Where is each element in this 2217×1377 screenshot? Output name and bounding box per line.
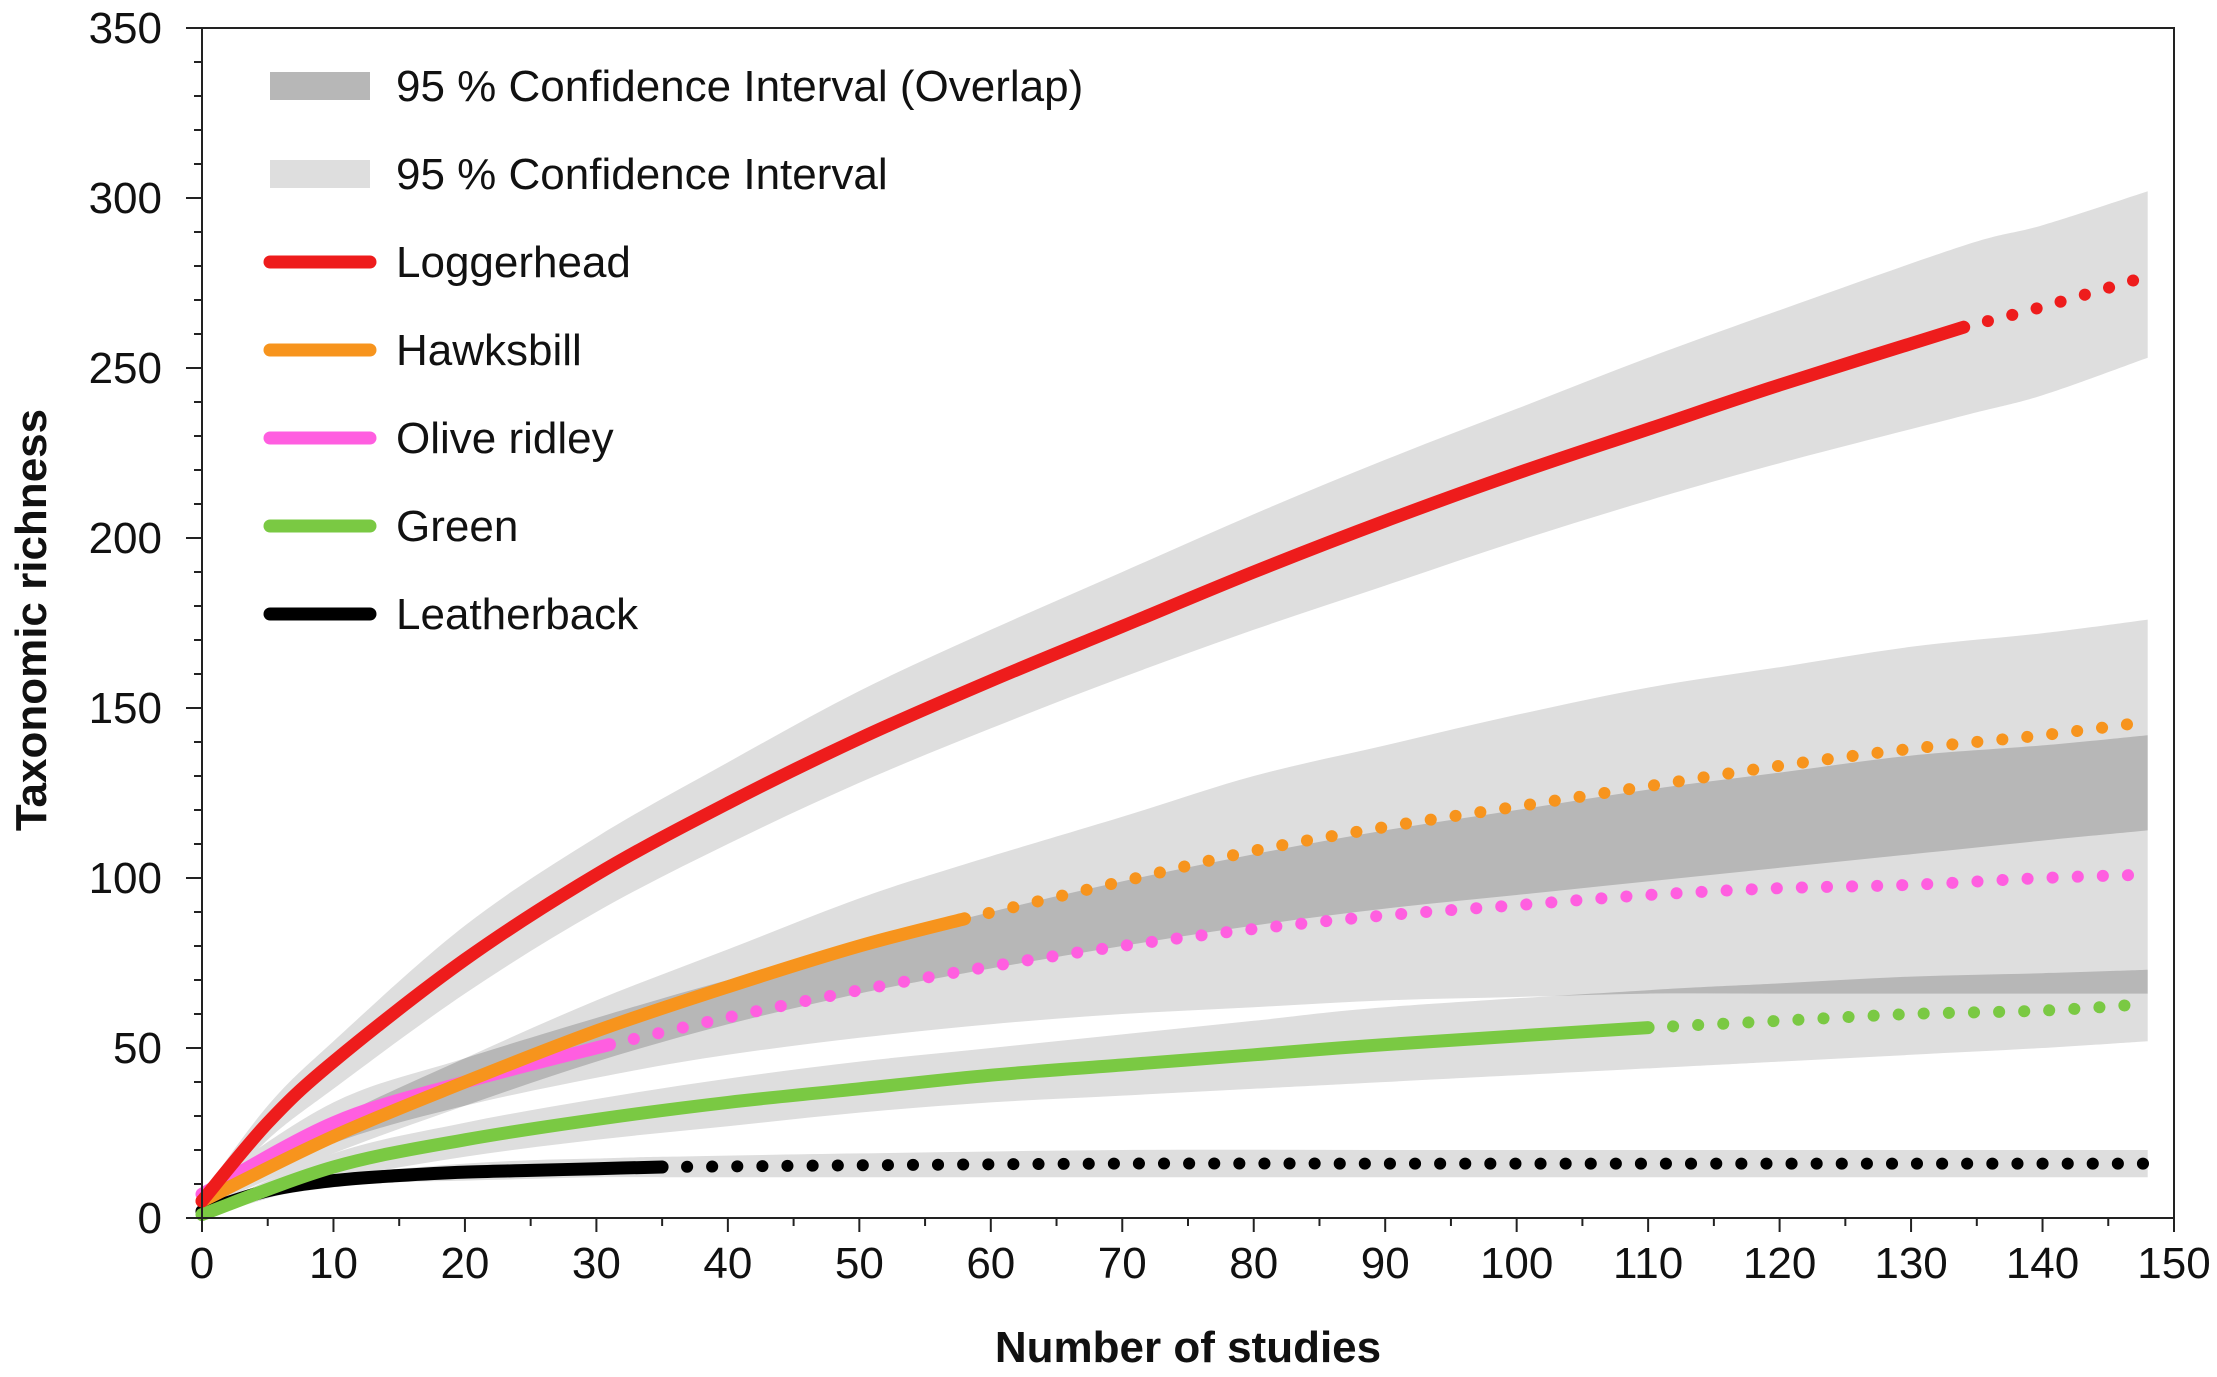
ci-band-green <box>202 969 2148 1218</box>
x-tick-label: 30 <box>572 1239 621 1288</box>
legend-swatch-95-confidence-interval-overlap <box>270 72 370 100</box>
legend-label-95-confidence-interval-overlap: 95 % Confidence Interval (Overlap) <box>396 62 1083 111</box>
ci-band-leatherback <box>202 1149 2148 1218</box>
x-tick-label: 100 <box>1480 1239 1553 1288</box>
x-tick-label: 140 <box>2006 1239 2079 1288</box>
y-tick-label: 0 <box>138 1194 162 1243</box>
y-tick-label: 200 <box>89 514 162 563</box>
axes: 0 50 100 150 200 250 300 350 0 10 20 30 40 50 60 70 80 90… <box>89 4 2211 1288</box>
legend-label-leatherback: Leatherback <box>396 590 639 639</box>
series-green-extrapolated <box>1642 997 2154 1034</box>
ci-band-loggerhead <box>202 191 2148 1208</box>
legend-label-olive-ridley: Olive ridley <box>396 414 614 463</box>
x-tick-label: 120 <box>1743 1239 1816 1288</box>
x-tick-label: 40 <box>703 1239 752 1288</box>
x-tick-label: 10 <box>309 1239 358 1288</box>
y-tick-label: 300 <box>89 174 162 223</box>
x-tick-label: 50 <box>835 1239 884 1288</box>
y-tick-label: 100 <box>89 854 162 903</box>
legend-label-green: Green <box>396 502 518 551</box>
x-axis-title: Number of studies <box>995 1323 1381 1372</box>
x-tick-label: 110 <box>1613 1239 1683 1288</box>
y-tick-label: 350 <box>89 4 162 53</box>
series-olive-ridley-observed <box>195 1038 616 1201</box>
legend-label-95-confidence-interval: 95 % Confidence Interval <box>396 150 888 199</box>
series-hawksbill-observed <box>195 912 971 1208</box>
x-tick-label: 20 <box>440 1239 489 1288</box>
legend-swatch-95-confidence-interval <box>270 160 370 188</box>
y-axis-title: Taxonomic richness <box>7 409 56 831</box>
y-tick-label: 150 <box>89 684 162 733</box>
series-olive-ridley-extrapolated <box>603 868 2154 1051</box>
x-tick-label: 0 <box>190 1239 214 1288</box>
x-tick-label: 80 <box>1229 1239 1278 1288</box>
x-tick-label: 60 <box>966 1239 1015 1288</box>
x-tick-label: 70 <box>1098 1239 1147 1288</box>
x-tick-label: 130 <box>1874 1239 1947 1288</box>
legend-label-hawksbill: Hawksbill <box>396 326 582 375</box>
series-leatherback-extrapolated <box>656 1157 2154 1173</box>
series-loggerhead-observed <box>195 320 1971 1208</box>
y-tick-label: 50 <box>113 1024 162 1073</box>
series-green-observed <box>195 1021 1655 1222</box>
y-tick-label: 250 <box>89 344 162 393</box>
series-hawksbill-extrapolated <box>958 715 2154 925</box>
series-lines <box>195 270 2154 1222</box>
legend-label-loggerhead: Loggerhead <box>396 238 631 287</box>
x-tick-label: 150 <box>2137 1239 2210 1288</box>
legend: 95 % Confidence Interval (Overlap) 95 % C… <box>263 62 1083 639</box>
x-tick-label: 90 <box>1361 1239 1410 1288</box>
